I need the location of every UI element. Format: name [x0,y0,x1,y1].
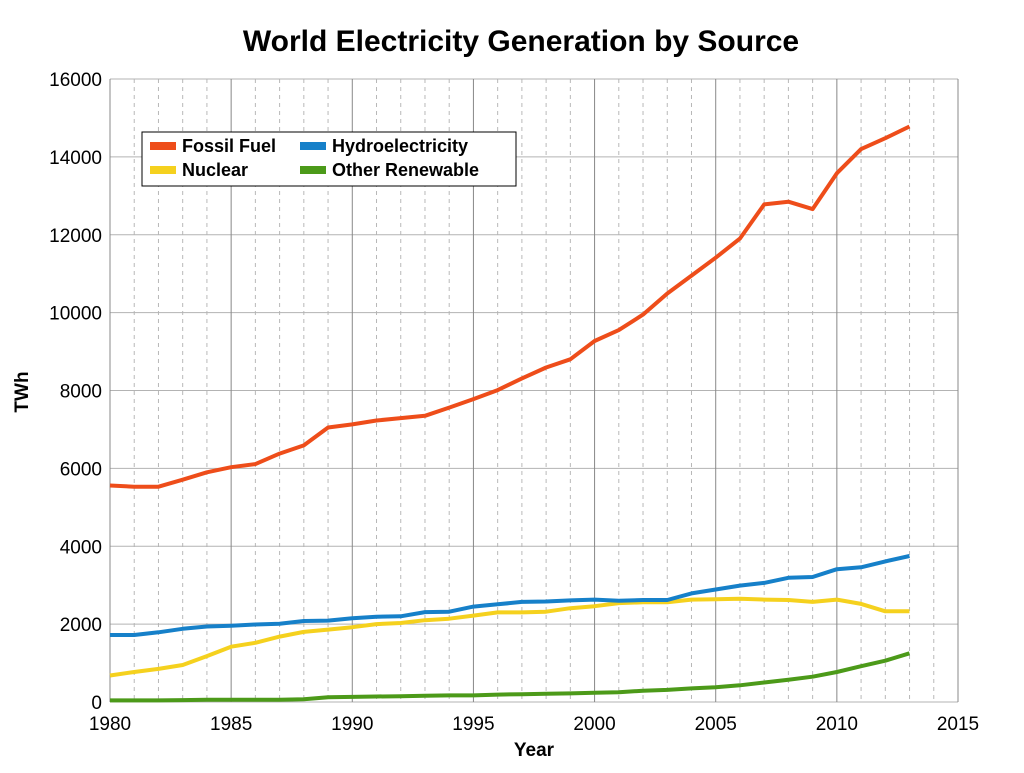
legend-item-fossil-fuel: Fossil Fuel [150,136,276,156]
y-tick-label: 4000 [60,537,102,558]
series-line-other-renewable [110,651,911,703]
legend-swatch [300,166,326,174]
series-line-nuclear [109,596,910,678]
series-lines [109,124,911,703]
y-axis-ticks: 0 2000 4000 6000 8000 10000 12000 14000 16000 [49,70,102,714]
legend: Fossil Fuel Hydroelectricity Nuclear Other … [141,131,517,187]
legend-swatch [300,142,326,150]
legend-swatch [150,142,176,150]
y-tick-label: 6000 [60,459,102,480]
chart-title: World Electricity Generation by Source [243,25,799,58]
x-tick-label: 2005 [695,714,737,735]
legend-swatch [150,166,176,174]
legend-box [141,131,517,187]
y-tick-label: 8000 [60,382,102,403]
legend-label: Nuclear [182,160,248,180]
x-tick-label: 2010 [816,714,858,735]
x-tick-label: 1990 [331,714,373,735]
x-tick-label: 1985 [210,714,252,735]
y-tick-label: 2000 [60,615,102,636]
y-axis-label: TWh [12,371,33,412]
y-tick-label: 16000 [49,70,102,91]
legend-item-other-renewable: Other Renewable [300,160,479,180]
x-tick-label: 2015 [937,714,979,735]
y-tick-label: 10000 [49,304,102,325]
series-line-hydroelectricity [110,554,910,637]
x-tick-label: 1995 [452,714,494,735]
legend-item-hydroelectricity: Hydroelectricity [300,136,468,156]
legend-label: Hydroelectricity [332,136,468,156]
y-tick-label: 0 [91,693,102,714]
legend-label: Fossil Fuel [182,136,276,156]
y-tick-label: 12000 [49,226,102,247]
x-tick-label: 1980 [89,714,131,735]
legend-item-nuclear: Nuclear [150,160,248,180]
series-line-fossil-fuel [109,124,911,489]
x-axis-label: Year [514,740,555,761]
y-tick-label: 14000 [49,148,102,169]
x-tick-label: 2000 [573,714,615,735]
x-axis-ticks: 1980 1985 1990 1995 2000 2005 2010 2015 [89,714,979,735]
legend-label: Other Renewable [332,160,479,180]
